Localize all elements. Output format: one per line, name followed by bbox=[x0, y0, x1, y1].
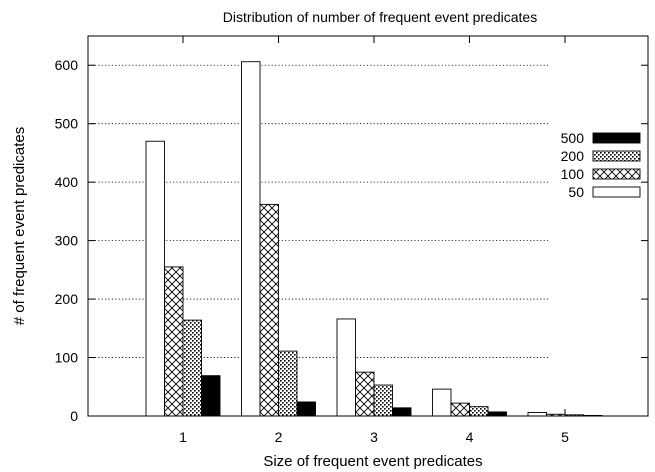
y-tick-label: 400 bbox=[55, 174, 79, 190]
chart-title: Distribution of number of frequent event… bbox=[223, 9, 537, 25]
y-axis: 0 100 200 300 400 500 600 bbox=[55, 57, 648, 424]
bar-200-3 bbox=[373, 384, 393, 417]
legend-swatch-50 bbox=[592, 186, 641, 198]
y-tick-label: 200 bbox=[55, 291, 79, 307]
bar-500-1 bbox=[201, 375, 221, 417]
bar-200-2 bbox=[278, 350, 298, 417]
bar-100-4 bbox=[450, 402, 470, 417]
bars bbox=[145, 61, 603, 417]
y-tick-label: 600 bbox=[55, 57, 79, 73]
legend-label-100: 100 bbox=[561, 166, 585, 182]
legend-swatch-200 bbox=[592, 150, 641, 162]
y-tick-label: 0 bbox=[70, 408, 78, 424]
y-tick-label: 500 bbox=[55, 116, 79, 132]
y-tick-label: 300 bbox=[55, 233, 79, 249]
bar-50-1 bbox=[145, 140, 165, 417]
plot-frame bbox=[87, 35, 649, 417]
x-tick-label: 3 bbox=[370, 429, 378, 445]
legend-label-500: 500 bbox=[561, 130, 585, 146]
gridlines bbox=[88, 64, 550, 358]
y-tick-label: 100 bbox=[55, 350, 79, 366]
bar-500-3 bbox=[392, 407, 412, 417]
bar-50-5 bbox=[527, 412, 547, 417]
bar-50-3 bbox=[336, 318, 356, 417]
x-tick-label: 2 bbox=[275, 429, 283, 445]
bar-50-2 bbox=[241, 61, 261, 417]
legend-swatch-500 bbox=[592, 132, 641, 144]
x-axis: 1 2 3 4 5 bbox=[179, 36, 569, 445]
y-axis-label: # of frequent event predicates bbox=[11, 127, 28, 325]
bar-200-1 bbox=[182, 319, 202, 417]
x-tick-label: 1 bbox=[179, 429, 187, 445]
bar-50-4 bbox=[432, 388, 452, 417]
legend-label-50: 50 bbox=[568, 184, 584, 200]
x-axis-label: Size of frequent event predicates bbox=[263, 453, 482, 470]
x-tick-label: 5 bbox=[561, 429, 569, 445]
legend-label-200: 200 bbox=[561, 148, 585, 164]
bar-100-2 bbox=[259, 203, 279, 417]
bar-500-2 bbox=[296, 401, 316, 417]
bar-100-3 bbox=[355, 371, 375, 417]
bar-100-1 bbox=[164, 266, 184, 417]
bar-200-4 bbox=[469, 406, 489, 417]
bar-500-4 bbox=[487, 411, 507, 417]
legend: 500 200 100 50 bbox=[561, 130, 641, 200]
legend-swatch-100 bbox=[592, 168, 641, 180]
x-tick-label: 4 bbox=[466, 429, 474, 445]
